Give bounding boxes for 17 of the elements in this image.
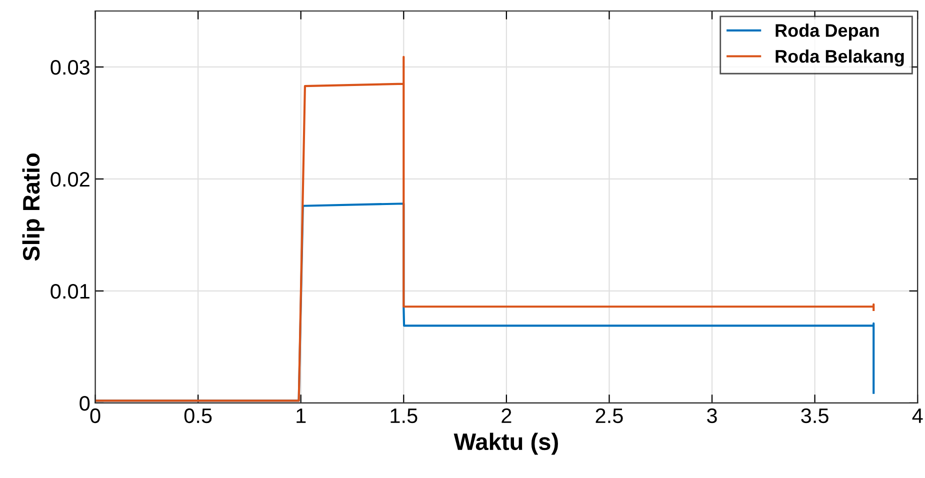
y-tick-label: 0.03: [50, 60, 90, 75]
x-axis-title: Waktu (s): [454, 432, 558, 455]
x-tick-label: 0.5: [184, 408, 212, 424]
x-tick-label: 2: [502, 408, 512, 423]
x-tick-label: 4: [912, 408, 923, 423]
x-tick-label: 2.5: [596, 408, 623, 424]
x-tick-label: 1: [296, 408, 306, 423]
x-tick-label: 1.5: [390, 408, 418, 424]
legend-label: Roda Depan: [776, 24, 879, 40]
x-tick-label: 0: [90, 408, 100, 424]
y-tick-label: 0.02: [50, 172, 90, 187]
x-tick-label: 3.5: [801, 408, 828, 424]
legend-label: Roda Belakang: [776, 49, 904, 66]
y-tick-label: 0.01: [50, 284, 90, 299]
y-axis-title: Slip Ratio: [22, 153, 44, 261]
y-tick-label: 0: [80, 396, 90, 411]
x-tick-label: 3: [707, 408, 717, 424]
